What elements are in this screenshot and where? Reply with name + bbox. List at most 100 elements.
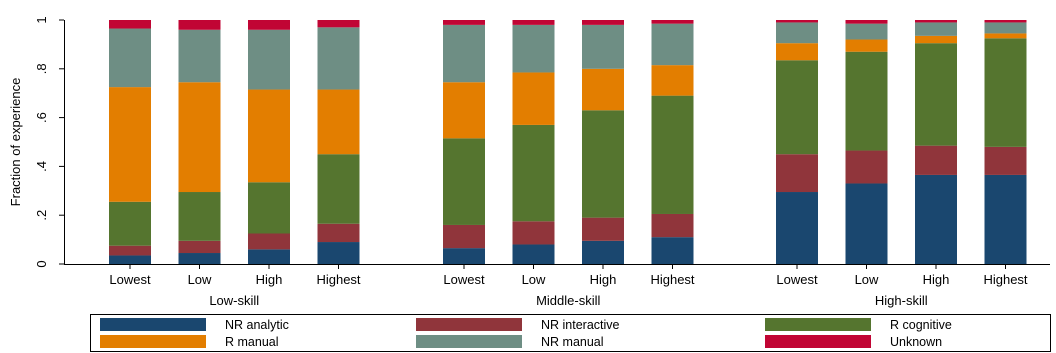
bar-segment-nr-interactive bbox=[915, 145, 957, 175]
bar-segment-nr-manual bbox=[248, 29, 290, 90]
x-tick-label: Low bbox=[855, 272, 879, 287]
bar-segment-unknown bbox=[845, 20, 888, 24]
x-axis: Lowest Low High Highest Low-skill Lowest Low Hi… bbox=[64, 264, 1050, 308]
bar-segment-nr-interactive bbox=[845, 150, 888, 184]
bar-segment-r-manual bbox=[582, 68, 624, 111]
bar-segment-nr-analytic bbox=[776, 192, 818, 264]
bar-segment-r-cognitive bbox=[178, 192, 221, 241]
bar-segment-r-cognitive bbox=[984, 38, 1027, 147]
bar-segment-unknown bbox=[582, 20, 624, 25]
bar-segment-unknown bbox=[915, 20, 957, 23]
legend-swatch bbox=[765, 335, 871, 348]
legend-label: R cognitive bbox=[890, 318, 952, 332]
bar-segment-nr-interactive bbox=[582, 217, 624, 241]
x-tick-label: Low bbox=[188, 272, 212, 287]
bar-segment-r-manual bbox=[443, 82, 485, 139]
x-tick-label: High bbox=[256, 272, 283, 287]
bar-segment-unknown bbox=[178, 20, 221, 30]
group-label: High-skill bbox=[875, 293, 928, 308]
bar-segment-r-manual bbox=[512, 72, 555, 125]
bar-segment-r-cognitive bbox=[317, 154, 360, 224]
bar-segment-r-manual bbox=[248, 89, 290, 183]
bar-segment-unknown bbox=[984, 20, 1027, 23]
bar-segment-nr-manual bbox=[582, 24, 624, 69]
bar-segment-nr-manual bbox=[512, 24, 555, 73]
bar-segment-nr-analytic bbox=[178, 253, 221, 264]
y-tick-label: .2 bbox=[34, 210, 49, 221]
bar-segment-nr-analytic bbox=[651, 237, 694, 264]
legend-label: R manual bbox=[225, 335, 279, 349]
bar-segment-unknown bbox=[317, 20, 360, 28]
bar-segment-unknown bbox=[512, 20, 555, 25]
bar-segment-r-cognitive bbox=[443, 138, 485, 225]
legend-swatch bbox=[765, 318, 871, 331]
x-tick-label: Low bbox=[522, 272, 546, 287]
x-tick-label: Highest bbox=[983, 272, 1027, 287]
bar-segment-nr-manual bbox=[915, 22, 957, 36]
bar-segment-r-manual bbox=[109, 87, 151, 202]
bar-segment-r-cognitive bbox=[651, 95, 694, 214]
bar-segment-nr-analytic bbox=[248, 249, 290, 264]
legend-label: NR manual bbox=[541, 335, 604, 349]
bar-segment-nr-interactive bbox=[248, 233, 290, 250]
bar-segment-nr-manual bbox=[443, 24, 485, 83]
bar-segment-r-manual bbox=[651, 65, 694, 96]
bar-segment-r-cognitive bbox=[512, 124, 555, 222]
x-tick-label: High bbox=[923, 272, 950, 287]
bar-segment-nr-interactive bbox=[512, 221, 555, 245]
bar-segment-nr-interactive bbox=[443, 224, 485, 249]
bar-segment-nr-analytic bbox=[845, 183, 888, 264]
bar-segment-nr-analytic bbox=[443, 248, 485, 264]
legend: NR analytic NR interactive R cognitive R ma… bbox=[90, 314, 1051, 352]
legend-label: Unknown bbox=[890, 335, 942, 349]
bar-segment-r-manual bbox=[984, 33, 1027, 39]
y-axis-title: Fraction of experience bbox=[8, 78, 23, 207]
legend-label: NR analytic bbox=[225, 318, 289, 332]
bar-segment-unknown bbox=[776, 20, 818, 23]
bar-segment-unknown bbox=[248, 20, 290, 30]
bar-segment-nr-interactive bbox=[984, 146, 1027, 175]
x-tick-label: Highest bbox=[316, 272, 360, 287]
x-tick-label: Lowest bbox=[109, 272, 151, 287]
bar-segment-nr-manual bbox=[845, 23, 888, 40]
bar-segment-nr-manual bbox=[178, 29, 221, 83]
bar-segment-nr-analytic bbox=[109, 255, 151, 264]
plot-area bbox=[109, 20, 1027, 264]
group-label: Low-skill bbox=[209, 293, 259, 308]
y-tick-label: 0 bbox=[34, 260, 49, 267]
bar-segment-nr-analytic bbox=[915, 174, 957, 264]
y-tick-label: .8 bbox=[34, 63, 49, 74]
bar-segment-r-manual bbox=[776, 43, 818, 61]
bar-segment-nr-interactive bbox=[109, 245, 151, 256]
bar-segment-r-cognitive bbox=[915, 43, 957, 146]
bar-segment-r-manual bbox=[317, 89, 360, 155]
bar-segment-nr-analytic bbox=[512, 244, 555, 264]
bar-segment-nr-interactive bbox=[178, 240, 221, 254]
bar-segment-r-manual bbox=[178, 82, 221, 193]
bar-segment-r-cognitive bbox=[582, 110, 624, 218]
bar-segment-r-cognitive bbox=[248, 182, 290, 234]
legend-box bbox=[90, 314, 1051, 352]
legend-swatch bbox=[100, 318, 206, 331]
bar-segment-nr-manual bbox=[776, 22, 818, 44]
x-tick-label: Lowest bbox=[776, 272, 818, 287]
legend-swatch bbox=[416, 318, 522, 331]
bar-segment-nr-analytic bbox=[317, 242, 360, 264]
y-tick-label: .6 bbox=[34, 112, 49, 123]
bar-segment-nr-interactive bbox=[317, 223, 360, 243]
bar-segment-nr-manual bbox=[651, 23, 694, 66]
bar-segment-r-manual bbox=[915, 35, 957, 44]
y-axis: 0 .2 .4 .6 .8 1 Fraction of experience bbox=[8, 16, 65, 268]
bar-segment-r-cognitive bbox=[776, 60, 818, 155]
bar-segment-unknown bbox=[443, 20, 485, 25]
legend-swatch bbox=[416, 335, 522, 348]
bar-segment-nr-analytic bbox=[984, 174, 1027, 264]
legend-swatch bbox=[100, 335, 206, 348]
legend-label: NR interactive bbox=[541, 318, 620, 332]
x-tick-label: Lowest bbox=[443, 272, 485, 287]
y-tick-label: .4 bbox=[34, 161, 49, 172]
bar-segment-unknown bbox=[651, 20, 694, 24]
bar-segment-nr-interactive bbox=[776, 154, 818, 193]
bar-segment-nr-manual bbox=[317, 27, 360, 90]
